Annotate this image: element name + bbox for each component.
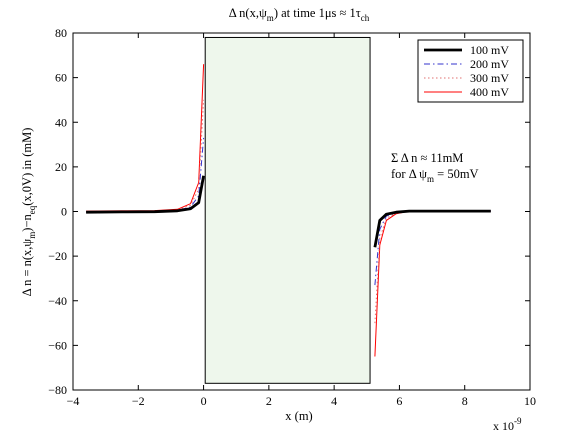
x-tick-label: −2 — [132, 394, 145, 408]
x-tick-label: 8 — [462, 394, 468, 408]
y-tick-label: 40 — [55, 115, 67, 129]
y-tick-label: −60 — [48, 338, 67, 352]
y-tick-label: 0 — [61, 205, 67, 219]
series-line-300mv-left — [86, 99, 205, 213]
plot-area — [204, 36, 371, 384]
y-tick-label: −80 — [48, 383, 67, 397]
legend-label: 300 mV — [470, 71, 509, 85]
series-line-100mv-right — [373, 209, 491, 248]
y-tick-label: 60 — [55, 71, 67, 85]
y-tick-label: −20 — [48, 249, 67, 263]
series-line-400mv-right — [374, 210, 491, 357]
x-tick-label: 2 — [266, 394, 272, 408]
x-tick-label: 6 — [396, 394, 402, 408]
x-tick-label: 0 — [201, 394, 207, 408]
x-tick-label: 4 — [331, 394, 337, 408]
x-axis-multiplier: x 10-9 — [493, 416, 522, 433]
y-tick-label: −40 — [48, 294, 67, 308]
membrane-region — [204, 36, 371, 384]
chart-title: Δ n(x,ψm) at time 1μs ≈ 1τch — [229, 6, 370, 23]
x-tick-label: 10 — [524, 394, 536, 408]
legend-label: 400 mV — [470, 85, 509, 99]
series-line-300mv-right — [374, 210, 491, 324]
series-line-200mv-left — [86, 137, 205, 213]
y-tick-label: 20 — [55, 160, 67, 174]
y-tick-label: 80 — [55, 26, 67, 40]
x-tick-label: −4 — [67, 394, 80, 408]
axes-frame — [72, 32, 531, 391]
legend-label: 200 mV — [470, 57, 509, 71]
series-line-400mv-left — [86, 64, 205, 212]
annotation-sum: Σ Δ n ≈ 11mM — [391, 151, 463, 165]
series-lines — [86, 64, 491, 357]
series-line-200mv-right — [374, 210, 491, 286]
series-line-100mv-left — [86, 175, 205, 214]
x-axis-label: x (m) — [285, 409, 312, 423]
y-axis-label: Δ n = n(x,ψm)−neq(x,0V) in (mM) — [20, 128, 37, 297]
annotation-condition: for Δ ψm = 50mV — [391, 167, 479, 184]
legend-label: 100 mV — [470, 43, 509, 57]
